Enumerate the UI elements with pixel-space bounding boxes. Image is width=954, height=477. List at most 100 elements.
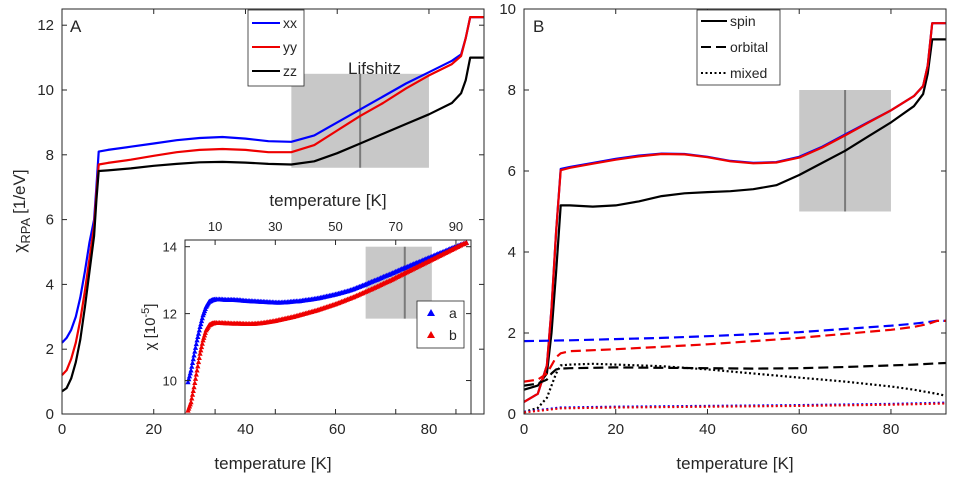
inset-series-b-marker — [202, 329, 208, 335]
legend-yy-label: yy — [283, 39, 297, 55]
inset-series-b-marker — [196, 354, 202, 360]
panel-b-ytick-label-5: 10 — [499, 1, 516, 18]
inset-series-b-marker — [191, 384, 197, 390]
inset-series-b-marker — [195, 359, 202, 365]
inset-series-a-marker — [188, 367, 194, 373]
panel-b-xtick-label-3: 60 — [791, 421, 808, 438]
panel-a-series — [61, 16, 484, 393]
panel-a-ytick-label-0: 0 — [46, 406, 54, 423]
panel-b-series — [523, 22, 947, 414]
panel-a-xtick-label-3: 60 — [329, 421, 346, 438]
inset-series-b-marker — [192, 380, 198, 386]
inset-chart: 10 30 50 70 90 10 12 14 temperature [K] χ [10-5… — [140, 191, 472, 415]
inset-series-a-marker — [198, 318, 205, 324]
legend-spin-label: spin — [730, 13, 756, 29]
panel-b-ytick-label-1: 2 — [508, 325, 516, 342]
inset-legend-a-marker — [427, 309, 435, 316]
inset-legend-box — [416, 300, 465, 349]
inset-series-b-marker — [192, 375, 199, 381]
legend-xx-label: xx — [283, 15, 297, 31]
inset-xtick-label-2: 50 — [328, 219, 342, 234]
inset-x-axis-label: temperature [K] — [269, 191, 386, 210]
inset-series-a-marker — [196, 327, 202, 333]
inset-series-a-marker — [186, 376, 192, 382]
panel-a-ytick-label-6: 12 — [37, 17, 54, 34]
panel-b-ytick-label-0: 0 — [508, 406, 516, 423]
inset-series-a-marker — [197, 324, 203, 329]
inset-series-b-marker — [195, 363, 201, 369]
panel-a-ytick-label-4: 8 — [46, 147, 54, 164]
inset-xtick-label-4: 90 — [449, 219, 463, 234]
ylabel-unit: [1/eV] — [10, 169, 29, 213]
ylabel-subscript: RPA — [18, 218, 33, 244]
panel-b-series-line-3 — [523, 319, 946, 343]
panel-b-series-line-8 — [523, 402, 947, 414]
inset-frame — [184, 239, 472, 415]
legend-orbital-label: orbital — [730, 39, 768, 55]
panel-b-frame — [523, 8, 947, 415]
panel-a-legend-lines — [252, 22, 280, 72]
inset-series-a-marker — [193, 341, 199, 347]
panel-b-series-line-5 — [523, 361, 947, 387]
panel-a-xtick-label-2: 40 — [237, 421, 254, 438]
ylabel-chi: χ — [10, 244, 29, 253]
inset-series-b-marker — [194, 367, 200, 373]
panel-b-ytick-label-4: 8 — [508, 82, 516, 99]
inset-series-b-marker — [189, 391, 196, 397]
panel-a-y-axis-label: χRPA [1/eV] — [10, 169, 33, 252]
panel-b-legend: spin orbital mixed — [696, 9, 781, 86]
panel-a: 0 20 40 60 80 0 2 4 6 8 10 12 A Lifshitz temperatur… — [10, 8, 485, 473]
panel-a-ytick-label-5: 10 — [37, 82, 54, 99]
inset-series-b-marker — [197, 350, 203, 356]
panel-b-ytick-label-2: 4 — [508, 244, 516, 261]
panel-b-xtick-label-0: 0 — [520, 421, 528, 438]
inset-series-a-marker — [194, 337, 200, 343]
panel-a-xtick-label-0: 0 — [58, 421, 66, 438]
inset-series-a-marker — [195, 334, 201, 340]
inset-ytick-label-2: 14 — [163, 240, 177, 255]
inset-legend-a-label: a — [449, 305, 457, 321]
inset-y-axis-label: χ [10-5] — [140, 304, 159, 351]
inset-series-b-marker — [201, 332, 208, 338]
inset-series-a-marker — [189, 359, 196, 365]
panel-b: 0 20 40 60 80 0 2 4 6 8 10 B temperature [K] spin … — [499, 1, 947, 473]
panel-a-ytick-label-1: 2 — [46, 341, 54, 358]
inset-series-a-marker — [187, 370, 193, 376]
inset-series-b-marker — [188, 399, 194, 405]
inset-series-b-marker — [463, 239, 470, 245]
panel-b-series-line-6 — [523, 362, 947, 414]
inset-series-a-marker — [191, 352, 197, 358]
inset-series-a-marker — [199, 315, 205, 321]
panel-b-ytick-label-3: 6 — [508, 163, 516, 180]
panel-b-series-line-0 — [523, 38, 946, 391]
inset-series-b-marker — [198, 344, 205, 350]
panel-b-letter: B — [533, 17, 544, 36]
panel-a-xtick-label-1: 20 — [145, 421, 162, 438]
panel-a-ytick-label-2: 4 — [46, 276, 54, 293]
inset-series — [185, 239, 470, 413]
inset-ytick-label-1: 12 — [163, 307, 177, 322]
panel-b-series-line-4 — [523, 319, 946, 383]
lifshitz-annotation: Lifshitz — [348, 59, 401, 78]
panel-b-x-axis-label: temperature [K] — [676, 454, 793, 473]
inset-ytick-label-0: 10 — [163, 374, 177, 389]
inset-legend: a b — [416, 300, 465, 349]
inset-legend-b-marker — [427, 331, 435, 338]
inset-series-b-marker — [193, 371, 199, 377]
inset-xtick-label-3: 70 — [389, 219, 403, 234]
inset-ticks: 10 30 50 70 90 10 12 14 — [163, 219, 471, 414]
inset-ylabel-exponent: -5 — [140, 308, 152, 318]
inset-series-a-marker — [195, 330, 202, 336]
panel-b-xtick-label-4: 80 — [883, 421, 900, 438]
panel-a-series-line-2 — [61, 56, 484, 393]
inset-xtick-label-1: 30 — [268, 219, 282, 234]
panel-a-legend: xx yy zz — [247, 9, 305, 87]
panel-b-xtick-label-2: 40 — [699, 421, 716, 438]
inset-series-a-marker — [186, 373, 193, 379]
panel-a-ytick-label-3: 6 — [46, 212, 54, 229]
inset-ylabel-main: χ [10 — [142, 318, 159, 351]
inset-series-a-marker — [185, 379, 191, 385]
inset-series-b-marker — [189, 395, 195, 401]
inset-series-a-marker — [190, 356, 196, 362]
